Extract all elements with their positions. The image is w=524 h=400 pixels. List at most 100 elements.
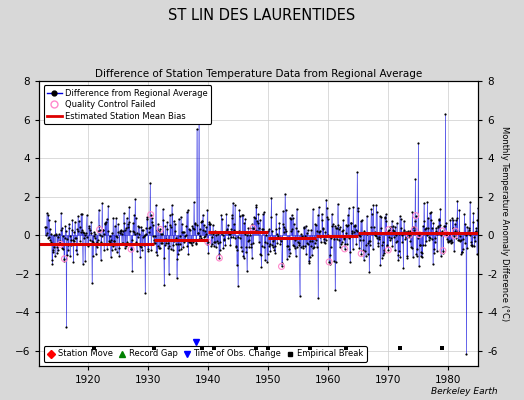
Point [378, 239, 387, 246]
Point [420, 218, 429, 224]
Point [392, 220, 401, 226]
Point [249, 240, 258, 246]
Point [431, 234, 440, 241]
Point [60, 256, 69, 262]
Point [278, 221, 287, 228]
Point [412, 253, 421, 260]
Point [446, 238, 454, 244]
Point [432, 228, 441, 234]
Point [166, 222, 174, 228]
Point [456, 238, 465, 244]
Point [208, 241, 216, 248]
Point [316, 228, 324, 234]
Point [48, 256, 56, 263]
Point [314, 295, 322, 302]
Point [163, 219, 171, 226]
Point [209, 231, 217, 238]
Point [412, 212, 420, 219]
Point [187, 240, 195, 246]
Point [326, 261, 334, 268]
Point [414, 140, 422, 146]
Point [374, 243, 383, 250]
Point [130, 212, 138, 219]
Point [121, 226, 129, 233]
Point [79, 228, 87, 235]
Point [350, 228, 358, 235]
Point [397, 216, 405, 222]
Point [311, 221, 319, 227]
Point [198, 218, 206, 224]
Point [103, 228, 112, 234]
Point [362, 242, 370, 248]
Point [317, 232, 325, 239]
Point [238, 212, 247, 219]
Point [332, 236, 341, 242]
Point [411, 176, 420, 182]
Text: ST LIN DES LAURENTIDES: ST LIN DES LAURENTIDES [168, 8, 356, 23]
Point [462, 351, 471, 358]
Point [386, 237, 394, 244]
Point [331, 287, 340, 294]
Point [367, 211, 376, 217]
Point [374, 240, 382, 246]
Point [85, 237, 94, 244]
Point [272, 211, 280, 217]
Point [211, 228, 219, 235]
Point [68, 217, 77, 224]
Point [458, 248, 466, 255]
Point [217, 216, 226, 222]
Point [286, 214, 294, 221]
Point [452, 235, 461, 241]
Point [112, 215, 121, 222]
Title: Difference of Station Temperature Data from Regional Average: Difference of Station Temperature Data f… [95, 69, 422, 79]
Point [331, 223, 339, 229]
Text: Berkeley Earth: Berkeley Earth [431, 387, 498, 396]
Point [364, 240, 373, 246]
Point [83, 243, 92, 249]
Point [421, 242, 430, 248]
Point [302, 230, 311, 236]
Point [232, 244, 240, 250]
Point [123, 238, 132, 245]
Point [126, 241, 134, 247]
Point [58, 244, 66, 251]
Point [301, 233, 309, 240]
Point [90, 233, 98, 240]
Point [410, 226, 419, 233]
Point [236, 213, 244, 220]
Point [348, 228, 356, 234]
Point [434, 224, 442, 230]
Point [52, 231, 61, 237]
Point [453, 214, 461, 221]
Point [384, 228, 392, 234]
Point [273, 240, 281, 246]
Point [220, 236, 228, 243]
Point [309, 245, 317, 251]
Point [296, 292, 304, 299]
Point [326, 244, 335, 250]
Point [357, 250, 365, 257]
Point [427, 209, 435, 215]
Point [339, 226, 347, 233]
Point [463, 244, 472, 251]
Point [196, 233, 204, 239]
Point [385, 234, 394, 240]
Point [144, 245, 152, 252]
Point [274, 233, 282, 240]
Point [59, 233, 68, 239]
Point [250, 226, 259, 232]
Point [422, 225, 430, 232]
Point [368, 230, 376, 236]
Point [90, 231, 99, 238]
Point [288, 226, 296, 232]
Point [417, 253, 425, 259]
Point [215, 255, 224, 261]
Point [342, 229, 350, 236]
Point [185, 227, 194, 233]
Point [292, 225, 300, 232]
Point [86, 229, 95, 236]
Point [254, 220, 262, 226]
Point [359, 257, 368, 264]
Point [163, 244, 172, 251]
Point [346, 219, 355, 226]
